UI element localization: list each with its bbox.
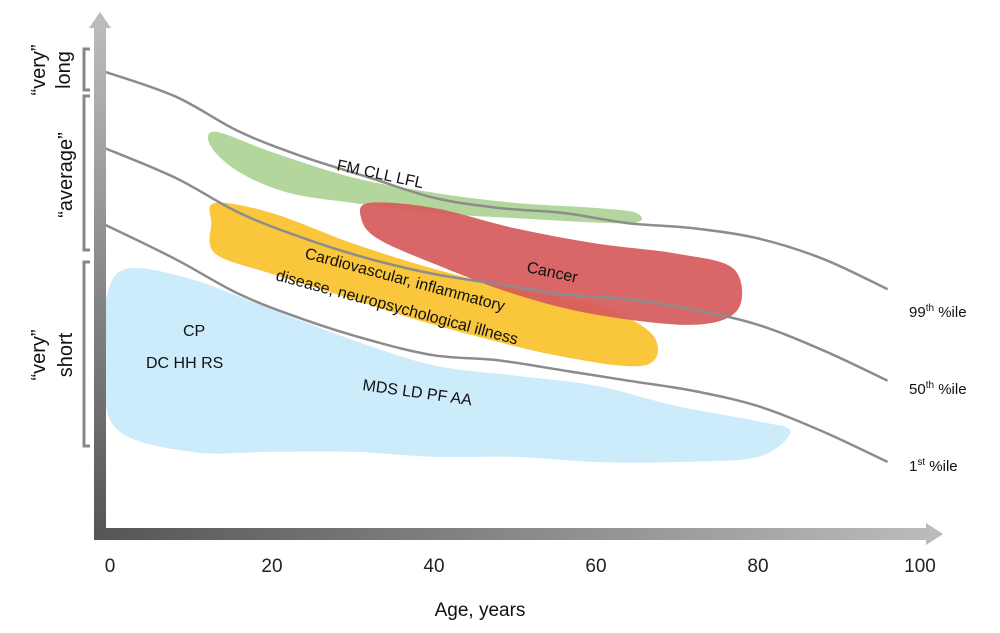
series-label-50th: 50th %ile	[909, 380, 967, 398]
x-tick-label: 100	[904, 556, 936, 577]
y-axis-arrow	[89, 12, 111, 28]
x-axis-label: Age, years	[435, 600, 526, 621]
y-group-average: “average”	[55, 132, 77, 218]
y-axis	[94, 26, 106, 540]
curve-50th-percentile	[101, 145, 889, 382]
series-label-99th: 99th %ile	[909, 303, 967, 321]
y-group-very-long-line1: “very”	[28, 44, 50, 95]
percentile-labels: 99th %ile 50th %ile 1st %ile	[909, 303, 967, 475]
y-group-very-short-line1: “very”	[28, 329, 50, 380]
region-mds-ld-pf-aa	[104, 267, 791, 463]
region-fm-cll-lfl	[207, 131, 643, 224]
y-category-brackets: “very” long “average” “very” short	[28, 44, 90, 448]
y-group-very-long-line2: long	[53, 51, 75, 89]
bracket-very-long	[82, 47, 90, 92]
x-axis	[94, 528, 929, 540]
series-label-1st: 1st %ile	[909, 457, 958, 475]
curve-1st-percentile	[101, 222, 889, 464]
y-group-very-short-line2: short	[55, 332, 77, 377]
axes	[89, 12, 943, 545]
region-cancer	[359, 202, 743, 325]
annotation-dc-hh-rs: DC HH RS	[146, 355, 223, 372]
percentile-curves	[101, 69, 889, 464]
x-tick-label: 20	[261, 556, 282, 577]
annotation-cp: CP	[183, 323, 205, 340]
x-axis-arrow	[926, 523, 943, 545]
curve-99th-percentile	[101, 69, 889, 291]
bracket-very-short	[82, 260, 90, 448]
bracket-average	[82, 94, 90, 252]
x-tick-label: 0	[105, 556, 116, 577]
x-tick-labels: 0 20 40 60 80 100	[105, 556, 936, 577]
x-tick-label: 40	[423, 556, 444, 577]
x-tick-label: 80	[747, 556, 768, 577]
x-tick-label: 60	[585, 556, 606, 577]
